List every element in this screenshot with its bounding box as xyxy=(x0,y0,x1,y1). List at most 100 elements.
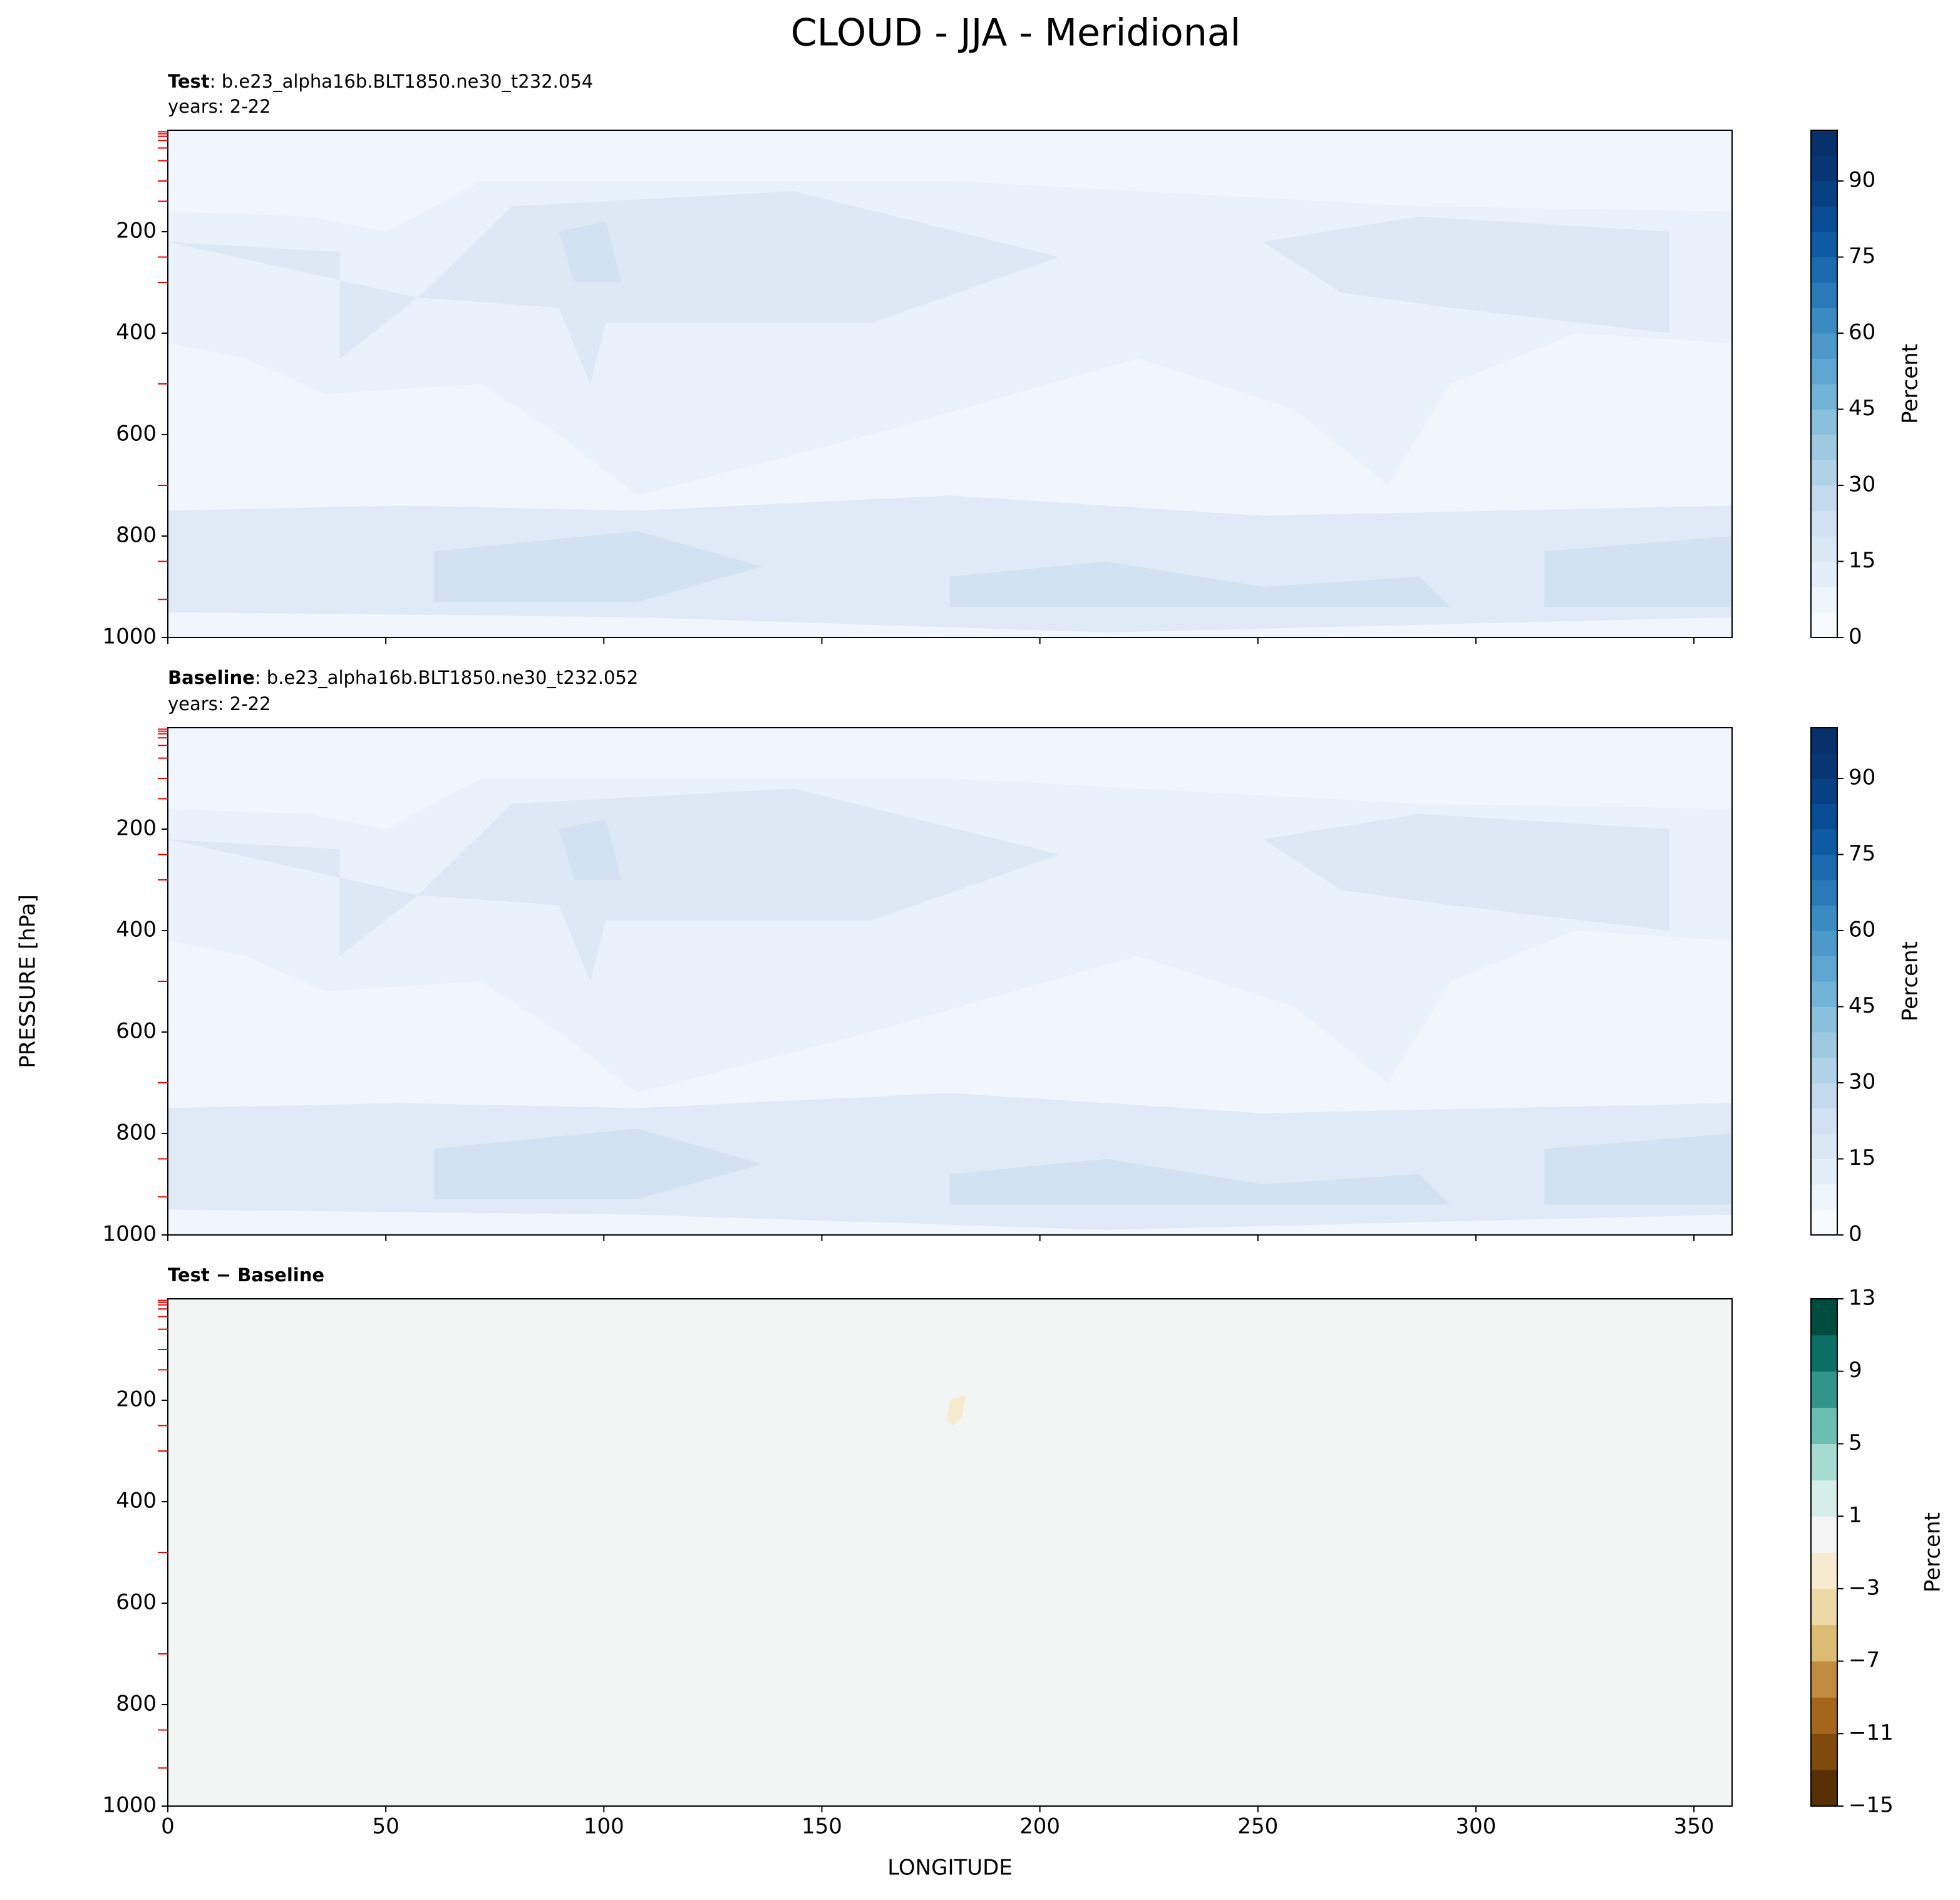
y-tick-label: 1000 xyxy=(102,1222,157,1247)
contour-region xyxy=(168,495,1732,632)
colorbar-band xyxy=(1811,1032,1837,1058)
colorbar-band xyxy=(1811,460,1837,486)
colorbar-tick-label: 13 xyxy=(1849,1286,1875,1311)
panel-title-bold: Test xyxy=(168,71,210,92)
x-tick-label: 0 xyxy=(161,1814,175,1839)
colorbar-band xyxy=(1811,181,1837,207)
contour-region xyxy=(168,1093,1732,1230)
contour-region xyxy=(1262,813,1670,931)
colorbar-band xyxy=(1811,753,1837,779)
colorbar-band xyxy=(1811,1697,1837,1734)
colorbar-band xyxy=(1811,1733,1837,1770)
colorbar-band xyxy=(1811,778,1837,804)
colorbar-tick-label: 30 xyxy=(1849,472,1875,497)
colorbar-band xyxy=(1811,1443,1837,1480)
y-tick-label: 400 xyxy=(116,917,157,942)
colorbar-band xyxy=(1811,803,1837,830)
x-tick-label: 200 xyxy=(1019,1814,1060,1839)
y-tick-label: 600 xyxy=(116,421,157,447)
panel-subtitle: years: 2-22 xyxy=(168,693,271,715)
colorbar-tick-label: 60 xyxy=(1849,320,1875,345)
colorbar-tick-label: −11 xyxy=(1849,1720,1894,1745)
colorbar-band xyxy=(1811,1057,1837,1083)
colorbar-band xyxy=(1811,931,1837,956)
contour-region xyxy=(950,1159,1451,1205)
colorbar-band xyxy=(1811,1407,1837,1444)
y-tick-label: 400 xyxy=(116,1489,157,1514)
x-tick-label: 350 xyxy=(1674,1814,1715,1839)
colorbar-band xyxy=(1811,880,1837,906)
colorbar-label: Percent xyxy=(1898,941,1923,1021)
colorbar-tick-label: 9 xyxy=(1849,1358,1862,1383)
colorbar-band xyxy=(1811,409,1837,435)
colorbar-band xyxy=(1811,1184,1837,1210)
colorbar-tick-label: 90 xyxy=(1849,765,1875,790)
colorbar-band xyxy=(1811,1006,1837,1033)
x-tick-label: 300 xyxy=(1455,1814,1496,1839)
y-tick-label: 800 xyxy=(116,1120,157,1145)
colorbar-band xyxy=(1811,728,1837,753)
colorbar-band xyxy=(1811,587,1837,612)
panel-title: Baseline: b.e23_alpha16b.BLT1850.ne30_t2… xyxy=(168,667,638,688)
panel-title-case: : b.e23_alpha16b.BLT1850.ne30_t232.052 xyxy=(255,667,638,688)
colorbar-band xyxy=(1811,1516,1837,1553)
colorbar-band xyxy=(1811,1661,1837,1698)
colorbar-tick-label: 90 xyxy=(1849,168,1875,193)
y-tick-label: 800 xyxy=(116,1691,157,1717)
colorbar-tick-label: −15 xyxy=(1849,1793,1894,1818)
y-tick-label: 1000 xyxy=(102,1793,157,1818)
colorbar-band xyxy=(1811,829,1837,855)
colorbar-tick-label: 45 xyxy=(1849,396,1875,421)
y-tick-label: 600 xyxy=(116,1019,157,1044)
colorbar-tick-label: −3 xyxy=(1849,1575,1880,1600)
colorbar-band xyxy=(1811,1335,1837,1372)
panel-title-case: : b.e23_alpha16b.BLT1850.ne30_t232.054 xyxy=(210,71,593,92)
colorbar-band xyxy=(1811,282,1837,308)
colorbar-tick-label: 15 xyxy=(1849,1145,1875,1170)
colorbar-band xyxy=(1811,536,1837,562)
colorbar-frame xyxy=(1810,130,1838,638)
colorbar-band xyxy=(1811,358,1837,385)
contour-region xyxy=(168,191,1060,384)
colorbar-band xyxy=(1811,1624,1837,1662)
colorbar-tick-label: 30 xyxy=(1849,1070,1875,1095)
colorbar-band xyxy=(1811,561,1837,587)
colorbar-band xyxy=(1811,1480,1837,1517)
colorbar-band xyxy=(1811,1299,1837,1336)
y-tick-label: 600 xyxy=(116,1590,157,1615)
colorbar-band xyxy=(1811,981,1837,1007)
colorbar-band xyxy=(1811,333,1837,359)
colorbar-tick-label: 5 xyxy=(1849,1430,1862,1455)
colorbar-band xyxy=(1811,1588,1837,1626)
colorbar-band xyxy=(1811,905,1837,931)
y-tick-label: 200 xyxy=(116,816,157,841)
contour-region xyxy=(947,1395,966,1426)
colorbar-frame xyxy=(1810,1298,1838,1807)
y-axis-label: PRESSURE [hPa] xyxy=(16,894,41,1068)
contour-region xyxy=(1544,536,1732,607)
colorbar-tick-label: 0 xyxy=(1849,624,1862,649)
colorbar-frame xyxy=(1810,727,1838,1236)
colorbar-label: Percent xyxy=(1921,1512,1946,1593)
colorbar-band xyxy=(1811,854,1837,880)
x-axis-label: LONGITUDE xyxy=(887,1856,1013,1881)
colorbar-tick-label: 45 xyxy=(1849,993,1875,1018)
colorbar-band xyxy=(1811,384,1837,410)
colorbar-band xyxy=(1811,485,1837,511)
contour-region xyxy=(1544,1133,1732,1205)
colorbar-band xyxy=(1811,612,1837,638)
colorbar-tick-label: 1 xyxy=(1849,1503,1862,1528)
panel-title-bold: Test − Baseline xyxy=(168,1264,324,1286)
colorbar-band xyxy=(1811,956,1837,982)
panel-title: Test − Baseline xyxy=(168,1264,324,1286)
panel-subtitle: years: 2-22 xyxy=(168,96,271,117)
figure-title: CLOUD - JJA - Meridional xyxy=(791,11,1240,55)
colorbar-band xyxy=(1811,130,1837,156)
contour-region xyxy=(433,1128,763,1200)
y-tick-label: 200 xyxy=(116,1387,157,1412)
colorbar-band xyxy=(1811,1552,1837,1589)
x-tick-label: 150 xyxy=(802,1814,842,1839)
colorbar-band xyxy=(1811,1083,1837,1108)
colorbar-band xyxy=(1811,1209,1837,1236)
